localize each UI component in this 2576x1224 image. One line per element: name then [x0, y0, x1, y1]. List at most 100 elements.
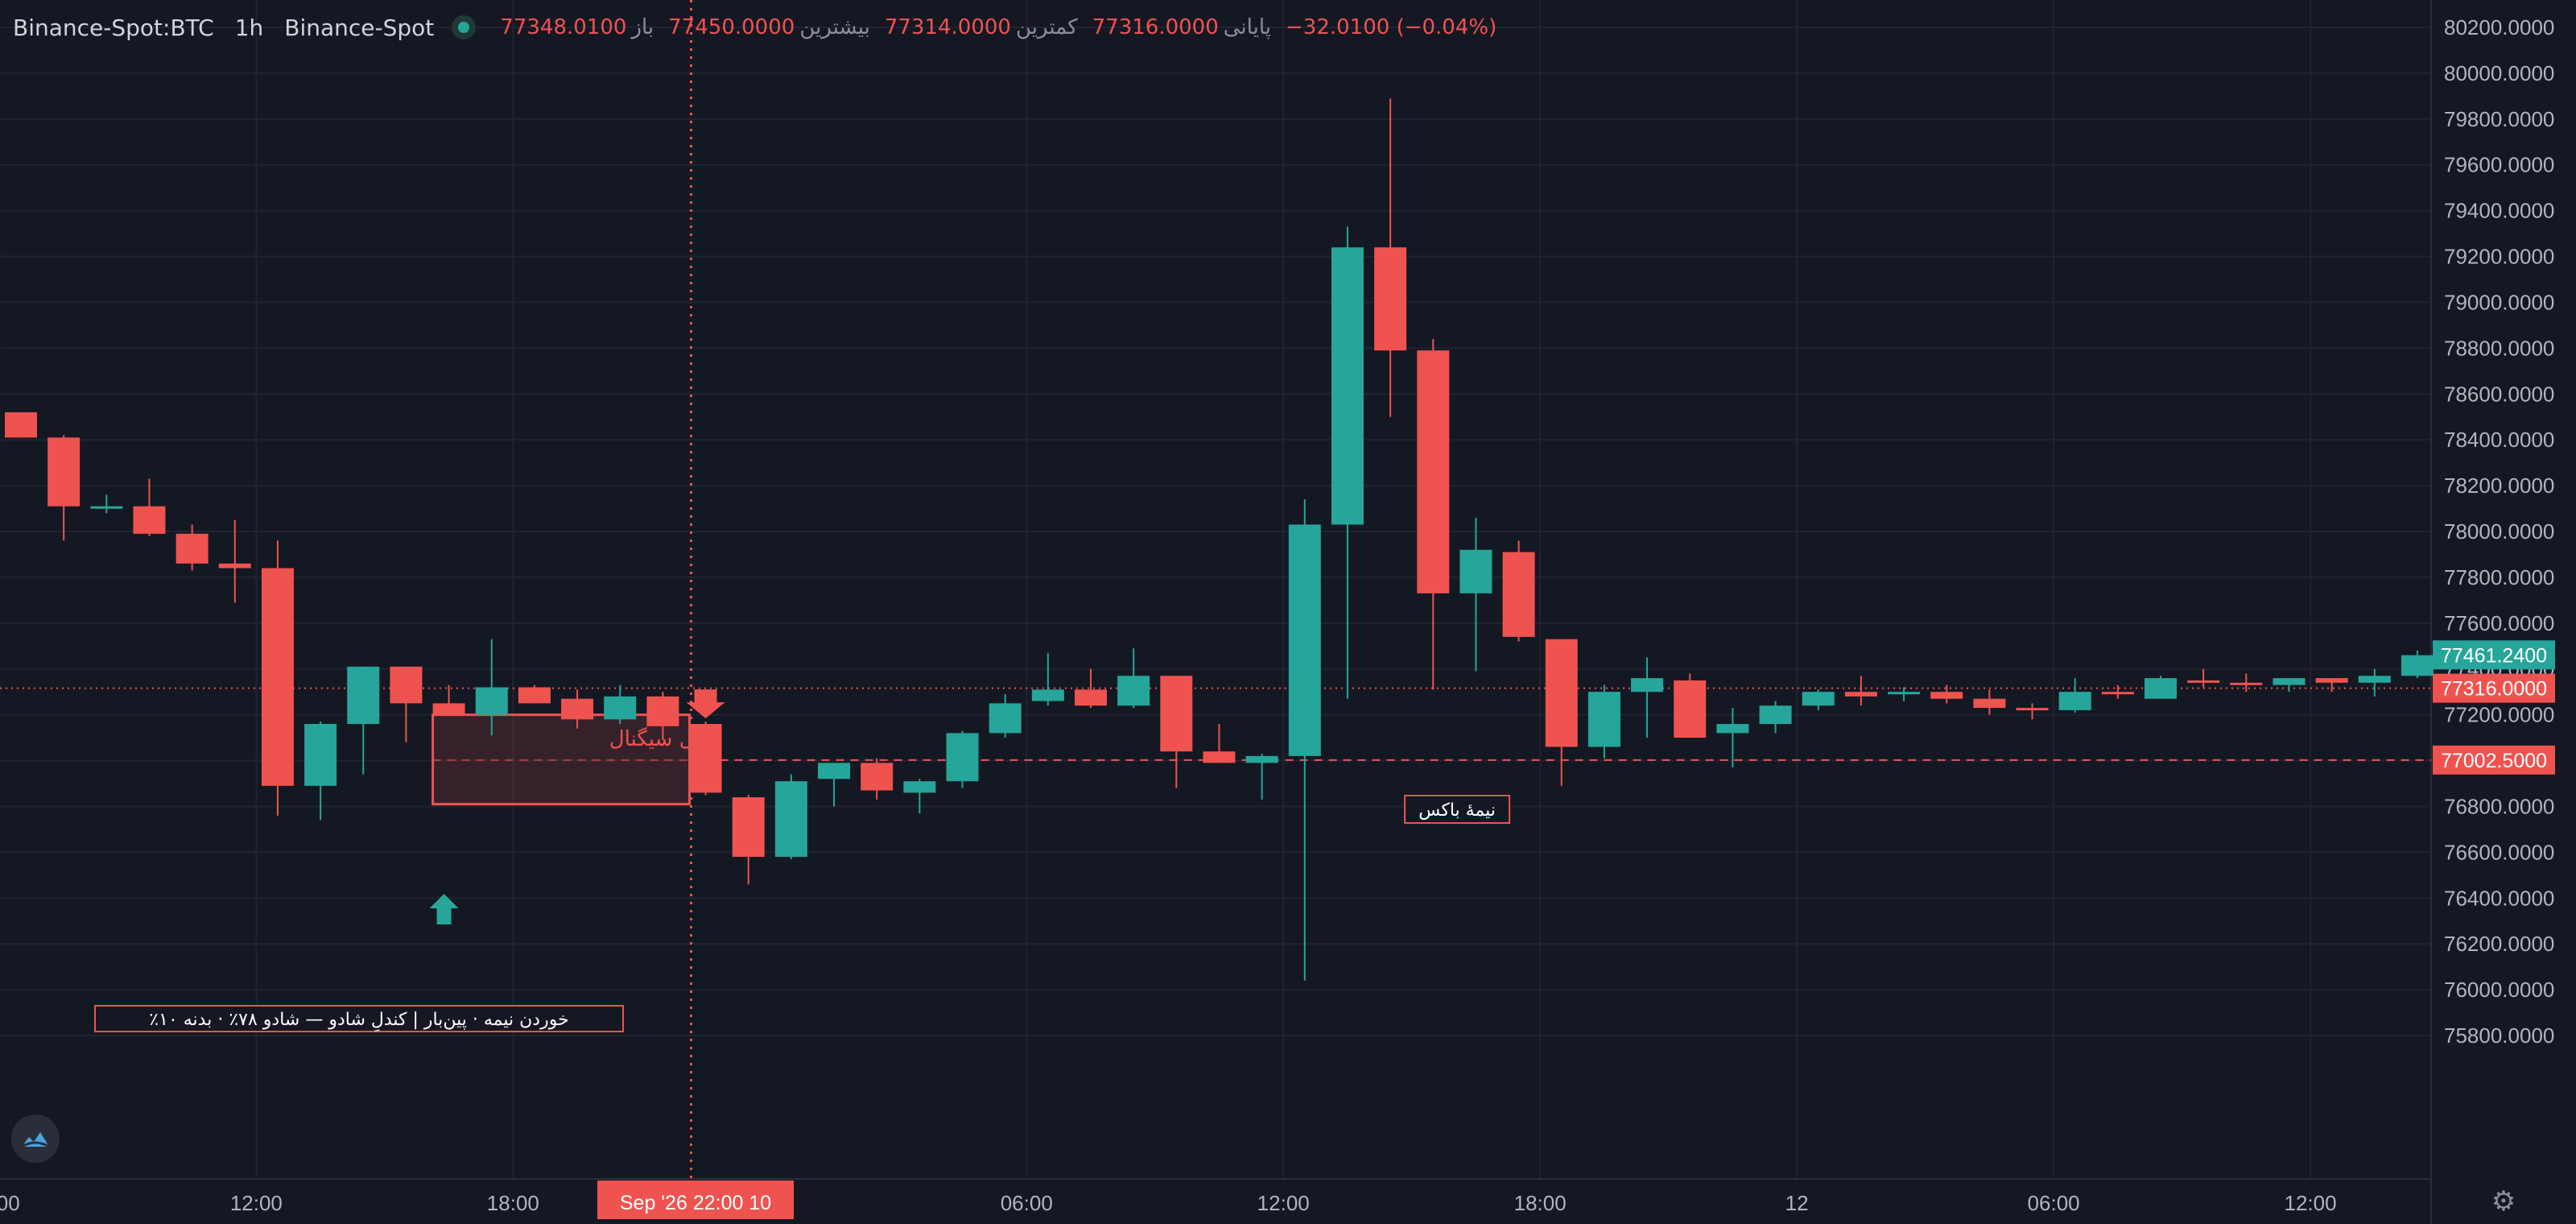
candle-body	[604, 696, 637, 720]
candle-body	[261, 568, 294, 786]
grid-lines	[0, 0, 2431, 1179]
candle-body	[2187, 680, 2220, 683]
candles	[5, 98, 2434, 981]
ohlc-high: بیشترین77450.0000	[668, 15, 870, 39]
candle	[1117, 648, 1150, 709]
candle-body	[133, 506, 166, 534]
candle	[861, 758, 894, 800]
candle-body	[1631, 678, 1664, 693]
y-tick-label: 76400.0000	[2444, 886, 2554, 910]
info-label: ٪خوردن نیمه · پین‌بار | کندلِ شادو — شاد…	[149, 1010, 568, 1032]
candle-body	[946, 733, 979, 782]
candle	[347, 666, 380, 775]
candle	[390, 666, 423, 742]
settings-gear-icon[interactable]: ⚙	[2491, 1185, 2516, 1218]
mid-level-tag: 77002.5000	[2441, 750, 2547, 772]
candle	[1631, 657, 1664, 738]
symbol-label[interactable]: Binance-Spot:BTC	[13, 14, 214, 41]
candle-body	[1759, 705, 1792, 725]
y-tick-label: 77600.0000	[2444, 611, 2554, 635]
candle-body	[2058, 692, 2091, 710]
candle-body	[1459, 549, 1492, 593]
candle	[689, 722, 722, 796]
candle	[1587, 684, 1620, 759]
candle-body	[432, 703, 465, 715]
candle-body	[1545, 639, 1578, 747]
candle-body	[2315, 678, 2348, 683]
x-tick-label: 12	[1785, 1191, 1809, 1215]
candle-body	[1844, 692, 1877, 697]
y-tick-label: 79600.0000	[2444, 153, 2554, 177]
candle	[133, 478, 166, 536]
mid-level-tag-bg	[2433, 745, 2555, 775]
interval-label[interactable]: 1h	[234, 14, 264, 41]
candle	[1759, 701, 1792, 734]
y-tick-label: 79000.0000	[2444, 290, 2554, 314]
candle-body	[1417, 350, 1450, 593]
candle-body	[5, 412, 37, 438]
y-tick-label: 76200.0000	[2444, 932, 2554, 956]
candle	[475, 639, 508, 736]
ohlc-close: پایانی77316.0000	[1092, 15, 1271, 39]
candle-body	[1075, 689, 1107, 706]
candle	[1674, 673, 1707, 738]
signal-candle-label: کندل سیگنال	[609, 726, 722, 751]
y-tick-label: 78400.0000	[2444, 428, 2554, 452]
candle	[304, 722, 337, 821]
x-tick-label: 12:00	[2285, 1191, 2337, 1215]
candle-body	[218, 563, 251, 569]
candle	[818, 763, 851, 807]
candle-body	[903, 781, 936, 793]
x-tick-label: 06:00	[1001, 1191, 1053, 1215]
candle-body	[989, 703, 1022, 734]
brand-logo-icon[interactable]	[11, 1114, 60, 1163]
price-change: −32.0100 (−0.04%)	[1286, 15, 1497, 39]
candle	[218, 519, 251, 603]
candle-body	[1160, 676, 1193, 752]
candle	[732, 795, 765, 885]
y-tick-label: 77800.0000	[2444, 565, 2554, 589]
chart-header: Binance-Spot:BTC 1h Binance-Spot باز7734…	[13, 10, 1496, 45]
candle-body	[1203, 751, 1236, 763]
x-tick-label: 18:00	[487, 1191, 539, 1215]
y-tick-label: 76600.0000	[2444, 840, 2554, 864]
candle-body	[475, 687, 508, 715]
candle-body	[47, 437, 80, 507]
exchange-label: Binance-Spot	[284, 14, 435, 41]
candle-body	[732, 797, 765, 858]
candle-body	[1716, 724, 1749, 734]
candle-body	[774, 781, 807, 858]
candle	[989, 694, 1022, 738]
candle	[2315, 678, 2348, 693]
candle	[175, 524, 208, 571]
candle-body	[1888, 692, 1921, 695]
candle	[2358, 668, 2391, 697]
candle-body	[1331, 247, 1364, 525]
candle-body	[2016, 708, 2049, 711]
candle-body	[861, 763, 894, 791]
candle	[1031, 652, 1064, 706]
ohlc-low: کمترین77314.0000	[884, 15, 1078, 39]
candle	[1888, 687, 1921, 701]
candle	[903, 779, 936, 813]
candle-body	[518, 687, 551, 704]
candle	[2101, 684, 2134, 699]
candle	[2016, 703, 2049, 720]
y-tick-label: 79200.0000	[2444, 245, 2554, 269]
candle	[1075, 668, 1107, 709]
ohlc-open: باز77348.0100	[500, 15, 654, 39]
candle	[1973, 689, 2006, 715]
candle-body	[2273, 678, 2306, 685]
candle-body	[818, 763, 851, 779]
candle	[1459, 517, 1492, 672]
y-tick-label: 80200.0000	[2444, 15, 2554, 39]
candle-body	[90, 506, 123, 509]
candle	[1203, 724, 1236, 763]
candle-body	[2145, 678, 2177, 699]
candle-body	[689, 724, 722, 793]
candle-body	[646, 696, 679, 726]
y-tick-label: 75800.0000	[2444, 1023, 2554, 1048]
candle-body	[1973, 698, 2006, 709]
